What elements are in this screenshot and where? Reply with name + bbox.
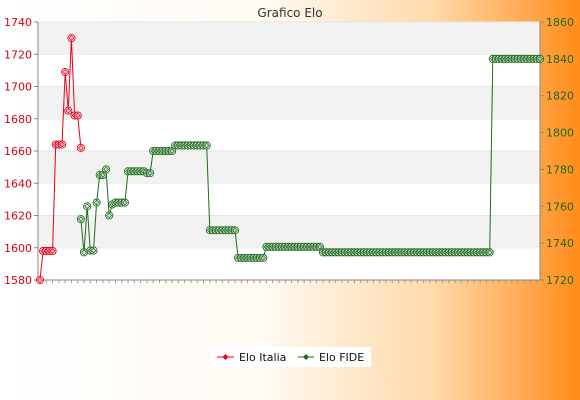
right-tick-label: 1860 bbox=[546, 16, 574, 29]
left-tick-label: 1740 bbox=[4, 16, 32, 29]
right-tick-label: 1800 bbox=[546, 127, 574, 140]
point-elo-fide bbox=[535, 54, 545, 63]
left-tick-label: 1720 bbox=[4, 48, 32, 61]
grid-band bbox=[38, 151, 540, 184]
series-layer bbox=[35, 34, 545, 285]
legend-label-elo-fide: Elo FIDE bbox=[319, 351, 364, 364]
point-elo-italia bbox=[57, 140, 67, 149]
left-tick-label: 1600 bbox=[4, 242, 32, 255]
grid-band bbox=[38, 22, 540, 55]
legend-marker-elo-fide bbox=[303, 354, 309, 360]
point-elo-fide bbox=[92, 198, 101, 207]
point-elo-italia bbox=[61, 67, 70, 77]
left-axis: 1580 1600 1620 1640 1660 1680 1700 1720 1740 bbox=[4, 16, 38, 287]
point-elo-fide bbox=[76, 215, 85, 224]
legend-label-elo-italia: Elo Italia bbox=[239, 351, 286, 364]
left-tick-label: 1660 bbox=[4, 145, 32, 158]
point-elo-fide bbox=[485, 248, 494, 257]
left-tick-label: 1620 bbox=[4, 210, 32, 223]
point-elo-fide bbox=[230, 226, 240, 235]
chart-title: Grafico Elo bbox=[257, 6, 322, 20]
legend-marker-elo-italia bbox=[222, 354, 229, 360]
point-elo-italia bbox=[76, 143, 85, 152]
point-elo-fide bbox=[120, 198, 129, 207]
point-elo-italia bbox=[73, 111, 82, 120]
point-elo-fide bbox=[259, 253, 268, 262]
right-tick-label: 1780 bbox=[546, 163, 574, 176]
point-elo-italia bbox=[48, 246, 57, 256]
right-tick-label: 1740 bbox=[546, 237, 574, 250]
legend-box bbox=[210, 347, 371, 367]
left-tick-label: 1700 bbox=[4, 81, 32, 94]
point-elo-fide bbox=[89, 246, 98, 255]
right-axis: 1720 1740 1760 1780 1800 1820 1840 1860 bbox=[540, 16, 574, 287]
right-tick-label: 1820 bbox=[546, 90, 574, 103]
point-elo-fide bbox=[146, 169, 155, 178]
right-tick-label: 1760 bbox=[546, 200, 574, 213]
x-axis bbox=[39, 280, 538, 283]
point-elo-fide bbox=[202, 141, 211, 150]
point-elo-italia bbox=[35, 275, 45, 285]
right-tick-label: 1840 bbox=[546, 53, 574, 66]
right-tick-label: 1720 bbox=[546, 274, 574, 287]
plot-area bbox=[37, 21, 541, 281]
legend: Elo Italia Elo FIDE bbox=[210, 347, 371, 367]
point-elo-fide bbox=[83, 202, 92, 211]
left-tick-label: 1680 bbox=[4, 113, 32, 126]
point-elo-italia bbox=[67, 34, 76, 43]
left-tick-label: 1640 bbox=[4, 177, 32, 190]
grid-band bbox=[38, 215, 540, 248]
left-tick-label: 1580 bbox=[4, 274, 32, 287]
point-elo-italia bbox=[64, 106, 73, 115]
grid-band bbox=[38, 86, 540, 119]
point-elo-fide bbox=[101, 165, 111, 174]
point-elo-fide bbox=[105, 211, 114, 220]
